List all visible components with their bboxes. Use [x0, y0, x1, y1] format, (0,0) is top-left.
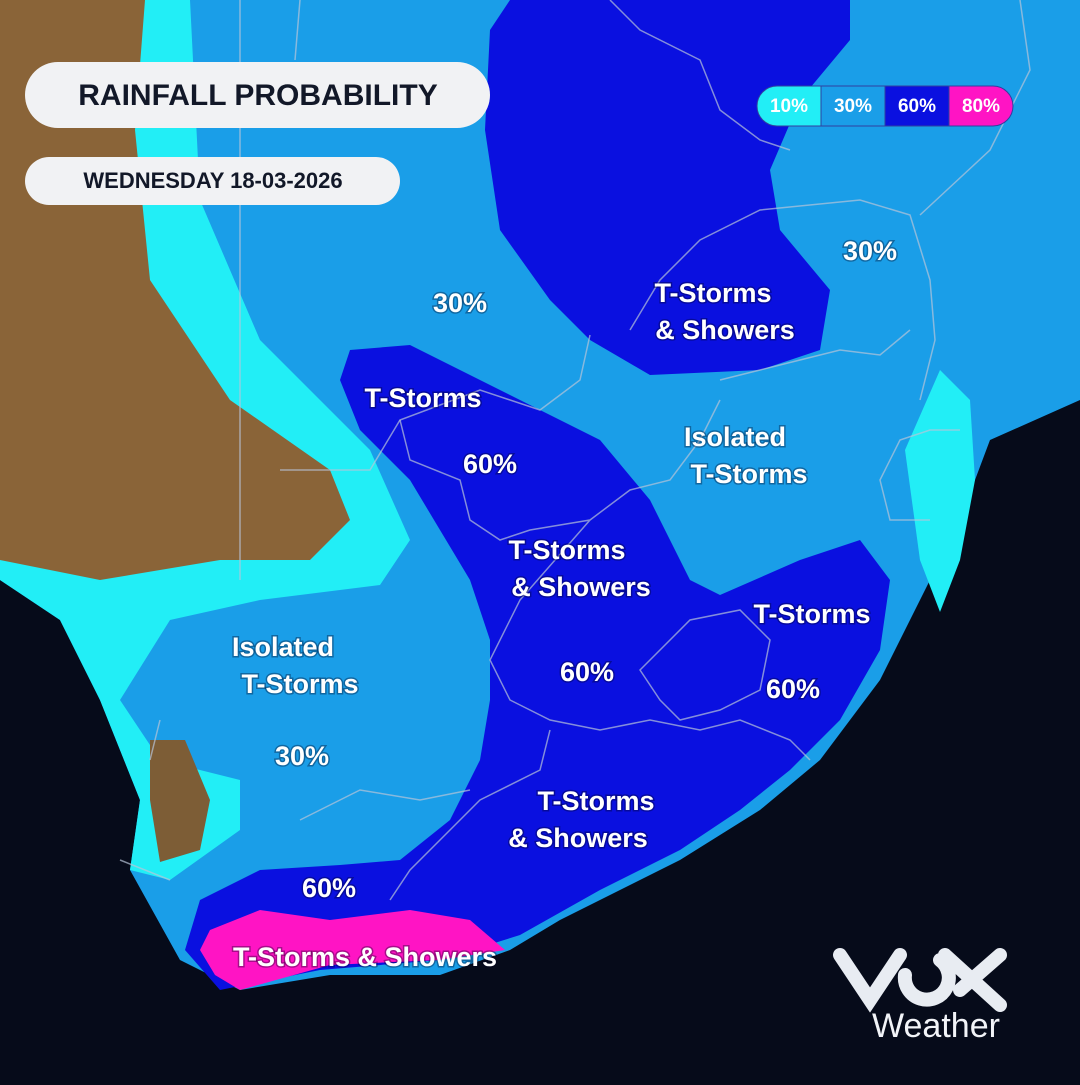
border	[119, 429, 960, 901]
region-label: T-Storms	[241, 669, 358, 699]
borders	[119, 0, 1031, 901]
legend-label: 30%	[834, 96, 872, 117]
rain-zone	[200, 910, 505, 990]
region-label: Isolated	[232, 632, 334, 662]
rain-zone	[150, 740, 210, 862]
region-label: T-Storms	[364, 383, 481, 413]
region-label: & Showers	[508, 823, 648, 853]
logo-mark	[833, 948, 1007, 1013]
title: RAINFALL PROBABILITY	[78, 79, 437, 112]
border	[629, 199, 936, 401]
region-label: 60%	[560, 657, 614, 687]
region-label: & Showers	[511, 572, 651, 602]
region-label: T-Storms	[753, 599, 870, 629]
title-pill	[25, 62, 490, 128]
border	[399, 399, 811, 761]
legend-swatch	[756, 85, 822, 127]
region-label: T-Storms	[690, 459, 807, 489]
labels: 30% T-Storms & Showers 30% T-Storms 60% Isolat…	[230, 235, 898, 974]
region-label: Isolated	[684, 422, 786, 452]
legend-label: 10%	[770, 96, 808, 117]
region-label: & Showers	[655, 315, 795, 345]
region-label: 60%	[766, 674, 820, 704]
legend: 10% 30% 60% 80%	[756, 85, 1014, 127]
region-label: T-Storms	[537, 786, 654, 816]
date: WEDNESDAY 18-03-2026	[83, 168, 342, 193]
date-pill	[25, 157, 400, 205]
region-label: 60%	[302, 873, 356, 903]
region-label: T-Storms & Showers	[233, 942, 497, 972]
border	[239, 0, 1031, 580]
legend-label: 60%	[898, 96, 936, 117]
logo: Weather	[833, 948, 1007, 1045]
region-label: 30%	[275, 741, 329, 771]
zones	[0, 0, 1080, 990]
rain-zone	[485, 0, 850, 375]
rain-zone	[0, 0, 350, 580]
region-label: T-Storms	[654, 278, 771, 308]
region-label: 60%	[463, 449, 517, 479]
region-label: 30%	[843, 236, 897, 266]
legend-label: 80%	[962, 96, 1000, 117]
rain-zone	[185, 345, 890, 990]
legend-swatch	[948, 85, 1014, 127]
region-label: 30%	[433, 288, 487, 318]
logo-text: Weather	[872, 1007, 1000, 1045]
region-label: T-Storms	[508, 535, 625, 565]
